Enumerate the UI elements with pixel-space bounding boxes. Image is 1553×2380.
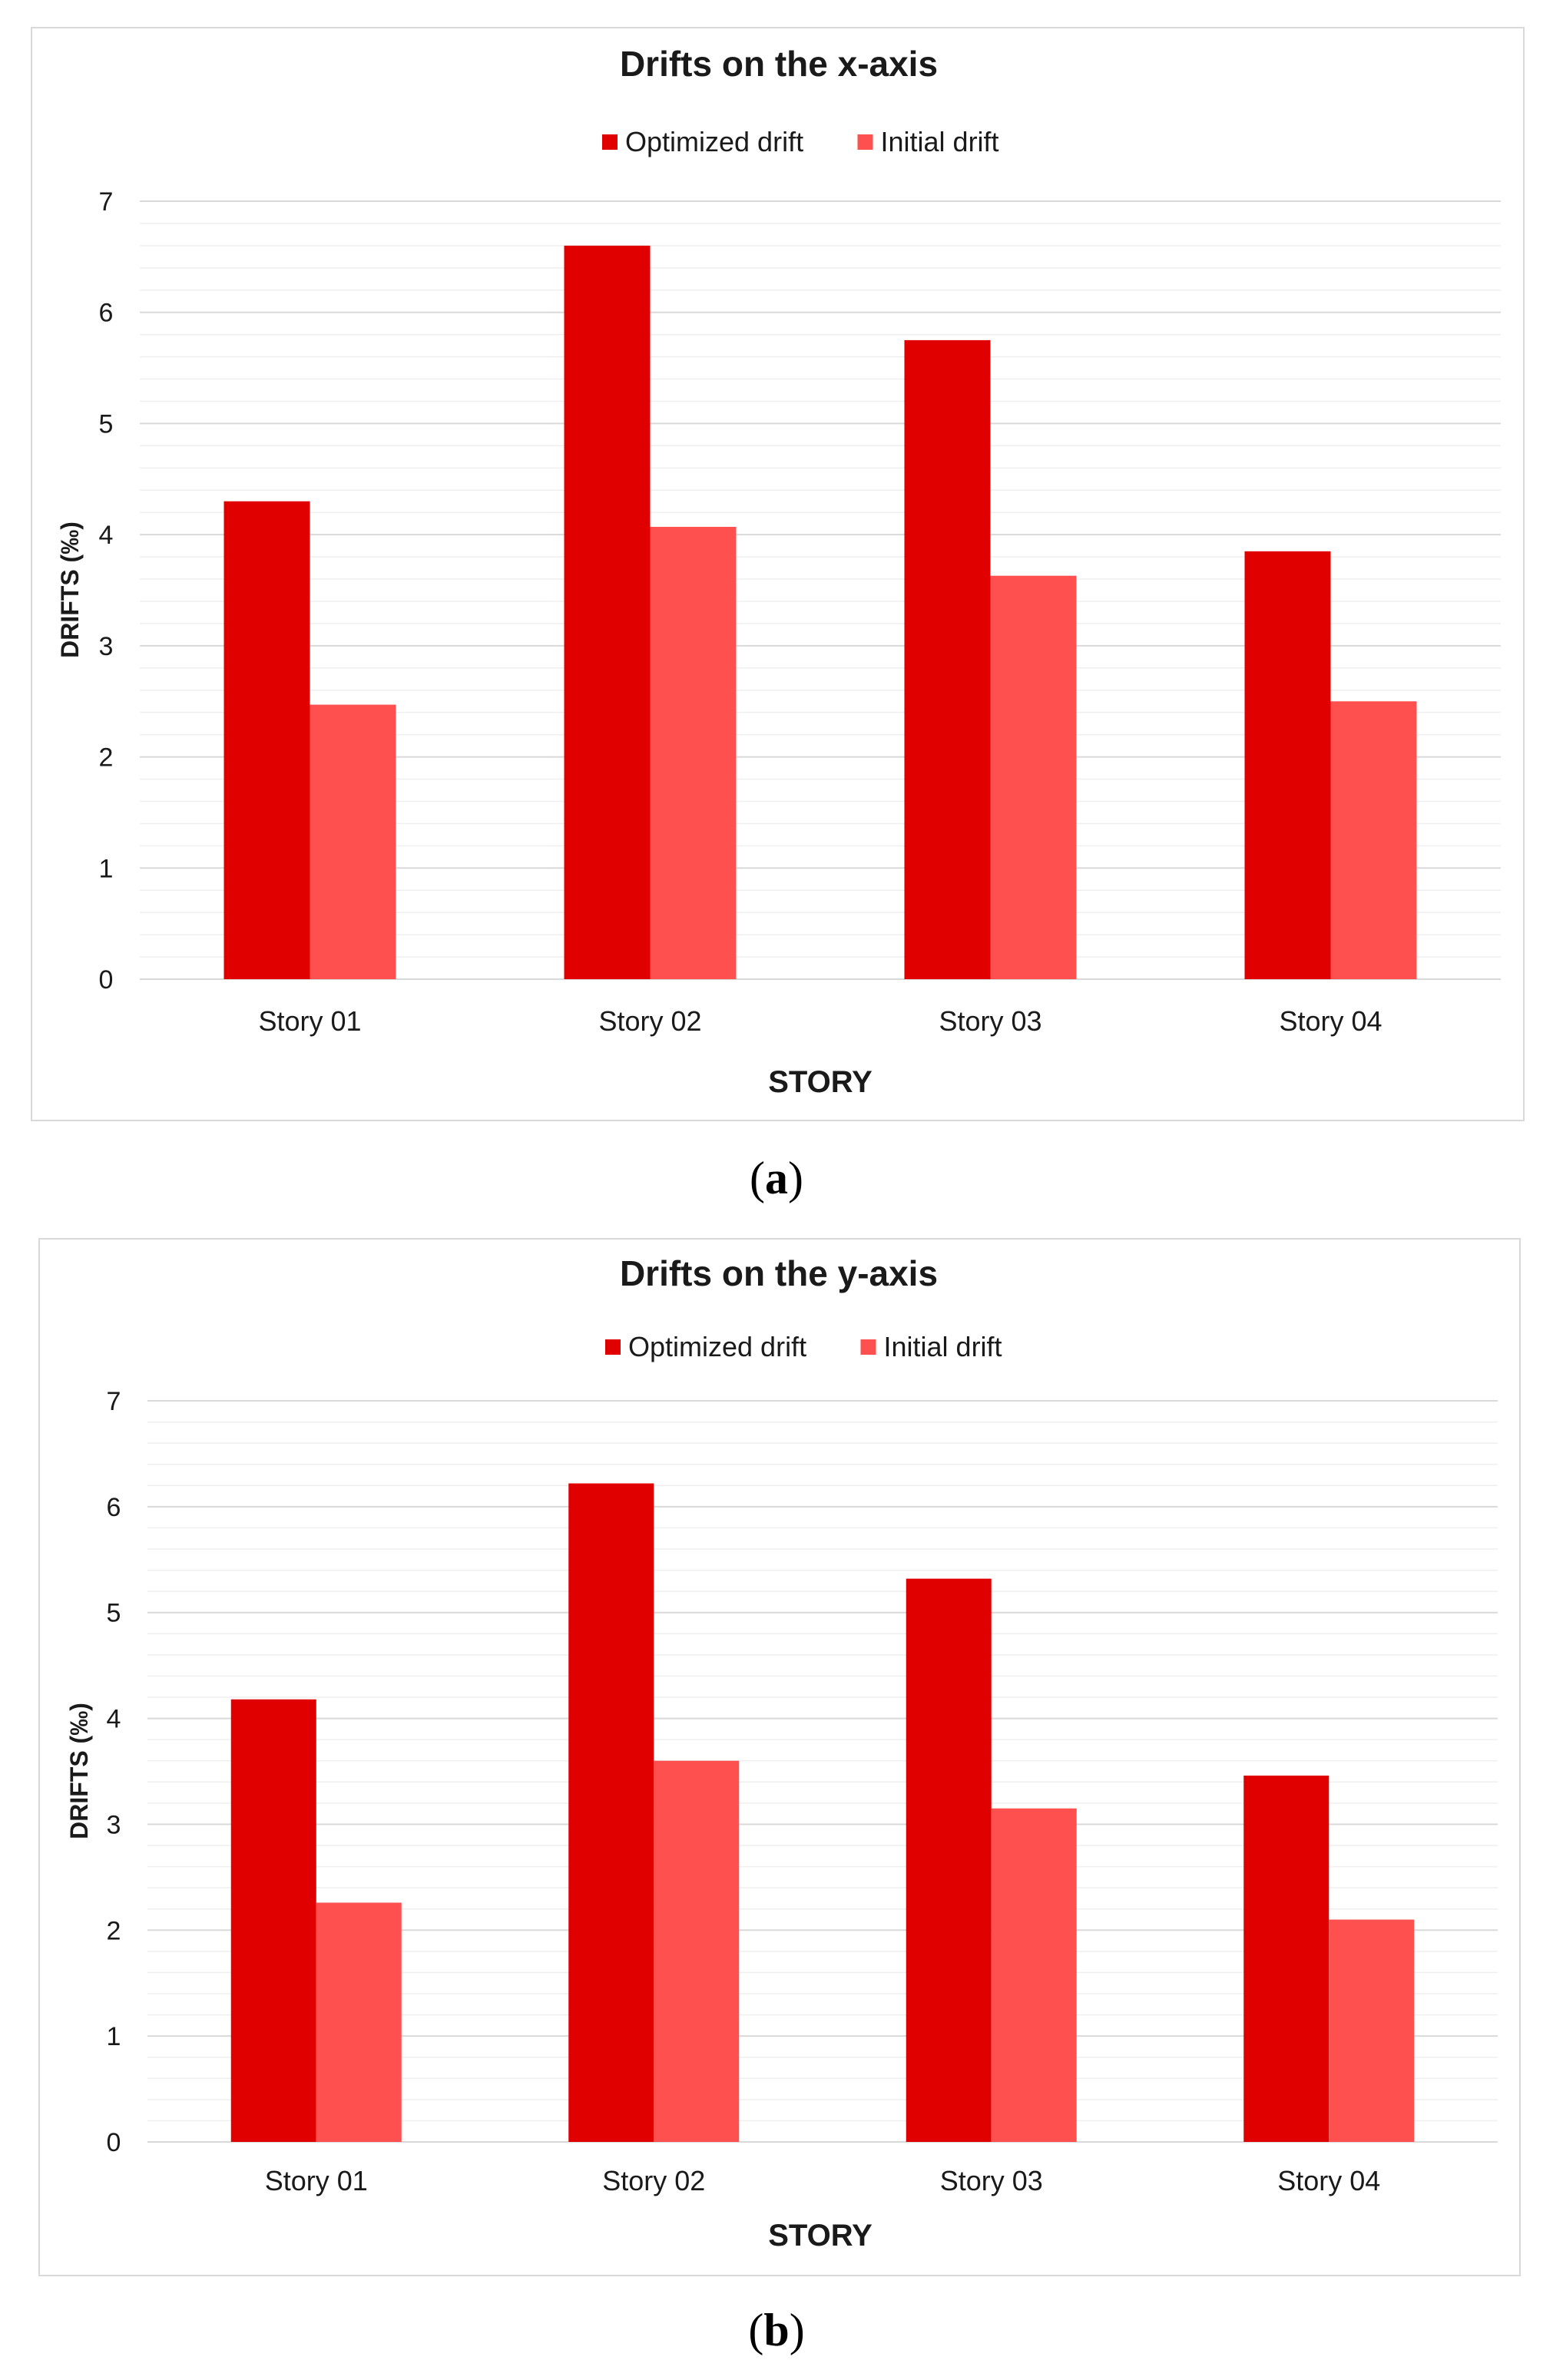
y-tick-label: 6: [99, 299, 114, 328]
x-tick-label: Story 03: [940, 2165, 1043, 2196]
chart-b: 0 1 2 3 4 5 6 7 Story 01 Story 02 Story 03 Story 04…: [65, 1253, 1498, 2253]
x-axis-title: STORY: [768, 1065, 873, 1099]
bar-optimized-2: [568, 1483, 654, 2142]
bar-optimized-4: [1244, 551, 1331, 979]
y-axis-title: DRIFTS (‰): [56, 521, 84, 658]
y-axis-title: DRIFTS (‰): [65, 1703, 93, 1839]
x-tick-label: Story 04: [1279, 1005, 1382, 1037]
caption-a-label: a: [765, 1153, 788, 1203]
bar-initial-2: [654, 1760, 740, 2142]
bar-initial-4: [1329, 1919, 1415, 2142]
chart-panel-a: 0 1 2 3 4 5 6 7 Story 01 Story 02 Story 03 Story 04…: [31, 27, 1525, 1121]
y-tick-label: 2: [107, 1916, 121, 1945]
legend-swatch-initial: [857, 134, 873, 150]
caption-b: (b): [748, 2305, 805, 2355]
bar-optimized-4: [1243, 1776, 1329, 2142]
x-tick-label: Story 01: [265, 2165, 368, 2196]
bar-optimized-2: [564, 245, 651, 979]
y-tick-label: 5: [107, 1599, 121, 1628]
legend-swatch-optimized: [602, 134, 618, 150]
y-tick-label: 4: [99, 521, 114, 550]
bar-optimized-1: [224, 501, 310, 979]
y-tick-label: 7: [107, 1387, 121, 1416]
legend-label-optimized: Optimized drift: [628, 1331, 806, 1362]
x-axis-title: STORY: [768, 2219, 873, 2253]
legend-label-optimized: Optimized drift: [625, 126, 803, 157]
y-tick-label: 1: [99, 854, 114, 883]
legend-label-initial: Initial drift: [884, 1331, 1002, 1362]
bar-optimized-3: [906, 1578, 992, 2142]
x-tick-label: Story 02: [602, 2165, 705, 2196]
legend-swatch-optimized: [605, 1339, 621, 1355]
y-tick-label: 0: [107, 2128, 121, 2157]
bar-initial-1: [310, 704, 396, 979]
chart-a: 0 1 2 3 4 5 6 7 Story 01 Story 02 Story 03 Story 04…: [56, 44, 1501, 1099]
caption-a: (a): [750, 1153, 803, 1203]
bar-initial-3: [990, 575, 1077, 979]
bar-initial-2: [650, 527, 737, 979]
y-tick-label: 7: [99, 187, 114, 217]
bar-optimized-1: [230, 1699, 316, 2142]
x-tick-label: Story 02: [598, 1005, 701, 1037]
y-tick-label: 2: [99, 743, 114, 773]
x-tick-label: Story 04: [1277, 2165, 1380, 2196]
caption-b-label: b: [763, 2305, 790, 2355]
legend-label-initial: Initial drift: [881, 126, 999, 157]
chart-title: Drifts on the x-axis: [620, 44, 938, 84]
chart-panel-b: 0 1 2 3 4 5 6 7 Story 01 Story 02 Story 03 Story 04…: [38, 1238, 1521, 2276]
y-tick-label: 1: [107, 2022, 121, 2051]
x-tick-label: Story 03: [939, 1005, 1041, 1037]
bar-optimized-3: [904, 339, 991, 980]
y-tick-label: 5: [99, 409, 114, 439]
legend-swatch-initial: [860, 1339, 876, 1355]
y-tick-label: 4: [107, 1705, 121, 1734]
y-tick-label: 3: [107, 1810, 121, 1839]
bar-initial-4: [1330, 701, 1417, 979]
y-tick-label: 6: [107, 1493, 121, 1522]
bar-initial-3: [991, 1808, 1077, 2142]
bar-initial-1: [316, 1902, 402, 2142]
y-tick-label: 3: [99, 632, 114, 661]
chart-title: Drifts on the y-axis: [620, 1253, 938, 1293]
y-tick-label: 0: [99, 965, 114, 995]
x-tick-label: Story 01: [258, 1005, 361, 1037]
